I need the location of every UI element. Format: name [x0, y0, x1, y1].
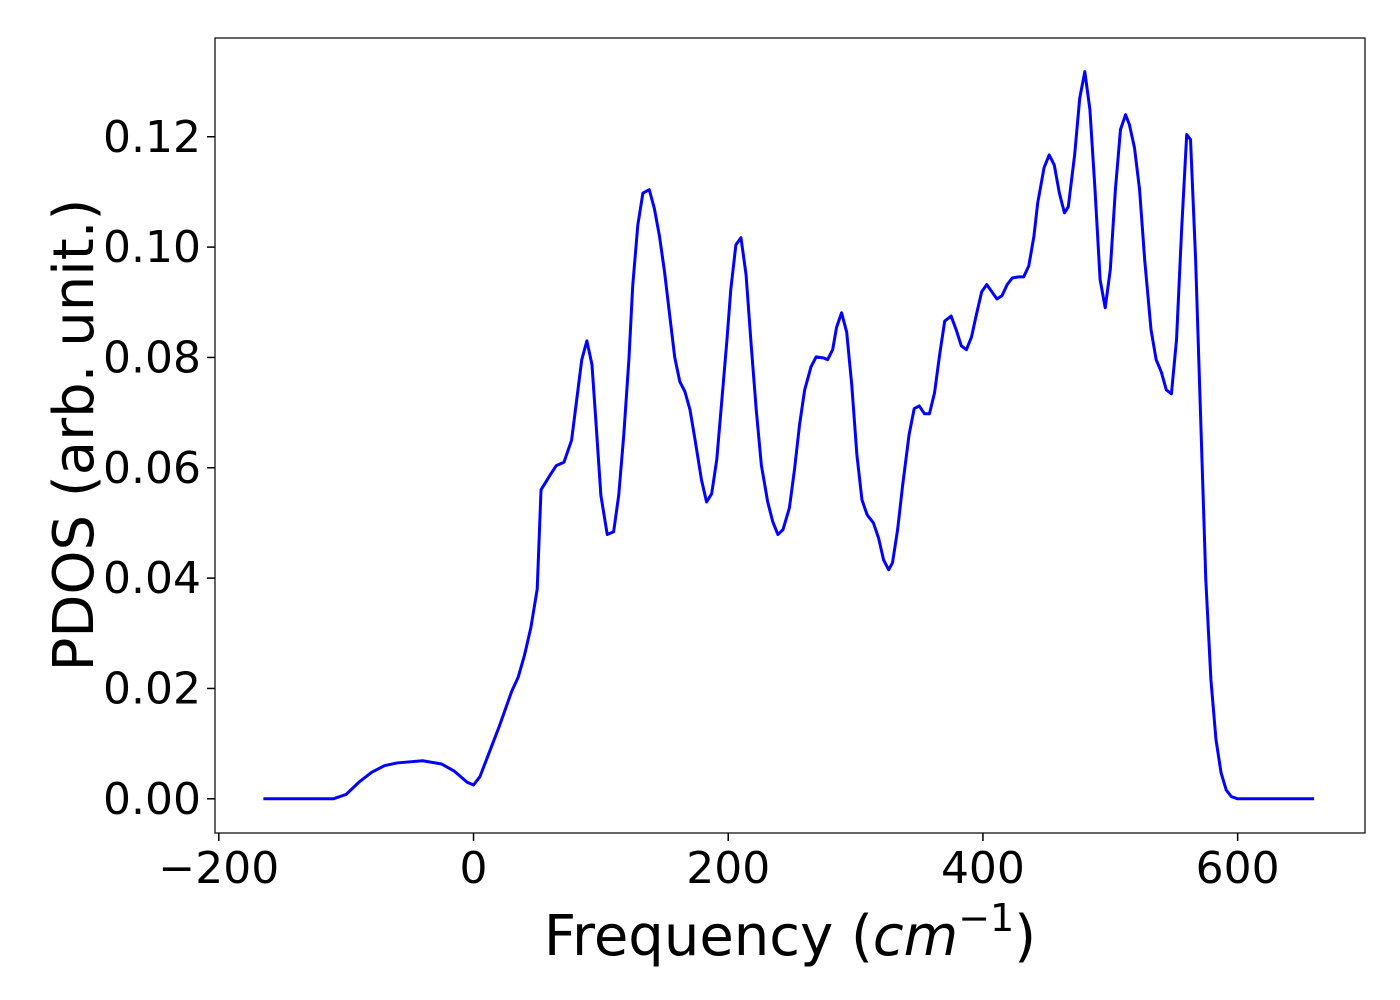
y-tick-label: 0.04	[103, 553, 201, 604]
y-tick-label: 0.10	[103, 222, 201, 273]
x-tick-label: 600	[1196, 843, 1280, 894]
x-tick-label: 400	[941, 843, 1025, 894]
y-tick-label: 0.00	[103, 774, 201, 825]
y-axis-label: PDOS (arb. unit.)	[42, 199, 107, 672]
plot-frame	[214, 37, 1366, 834]
x-label-exponent: −1	[958, 896, 1014, 940]
y-tick-label: 0.12	[103, 112, 201, 163]
x-tick-label: 0	[460, 843, 488, 894]
x-tick-label: 200	[686, 843, 770, 894]
y-tick-label: 0.06	[103, 443, 201, 494]
x-tick-label: −200	[158, 843, 279, 894]
data-line	[263, 70, 1315, 801]
y-tick-label: 0.08	[103, 332, 201, 383]
x-label-unit: cm	[873, 904, 958, 969]
x-axis-label: Frequency (cm−1)	[544, 896, 1036, 969]
x-label-part: Frequency (	[544, 904, 873, 969]
y-tick-label: 0.02	[103, 663, 201, 714]
x-label-part: )	[1014, 904, 1036, 969]
